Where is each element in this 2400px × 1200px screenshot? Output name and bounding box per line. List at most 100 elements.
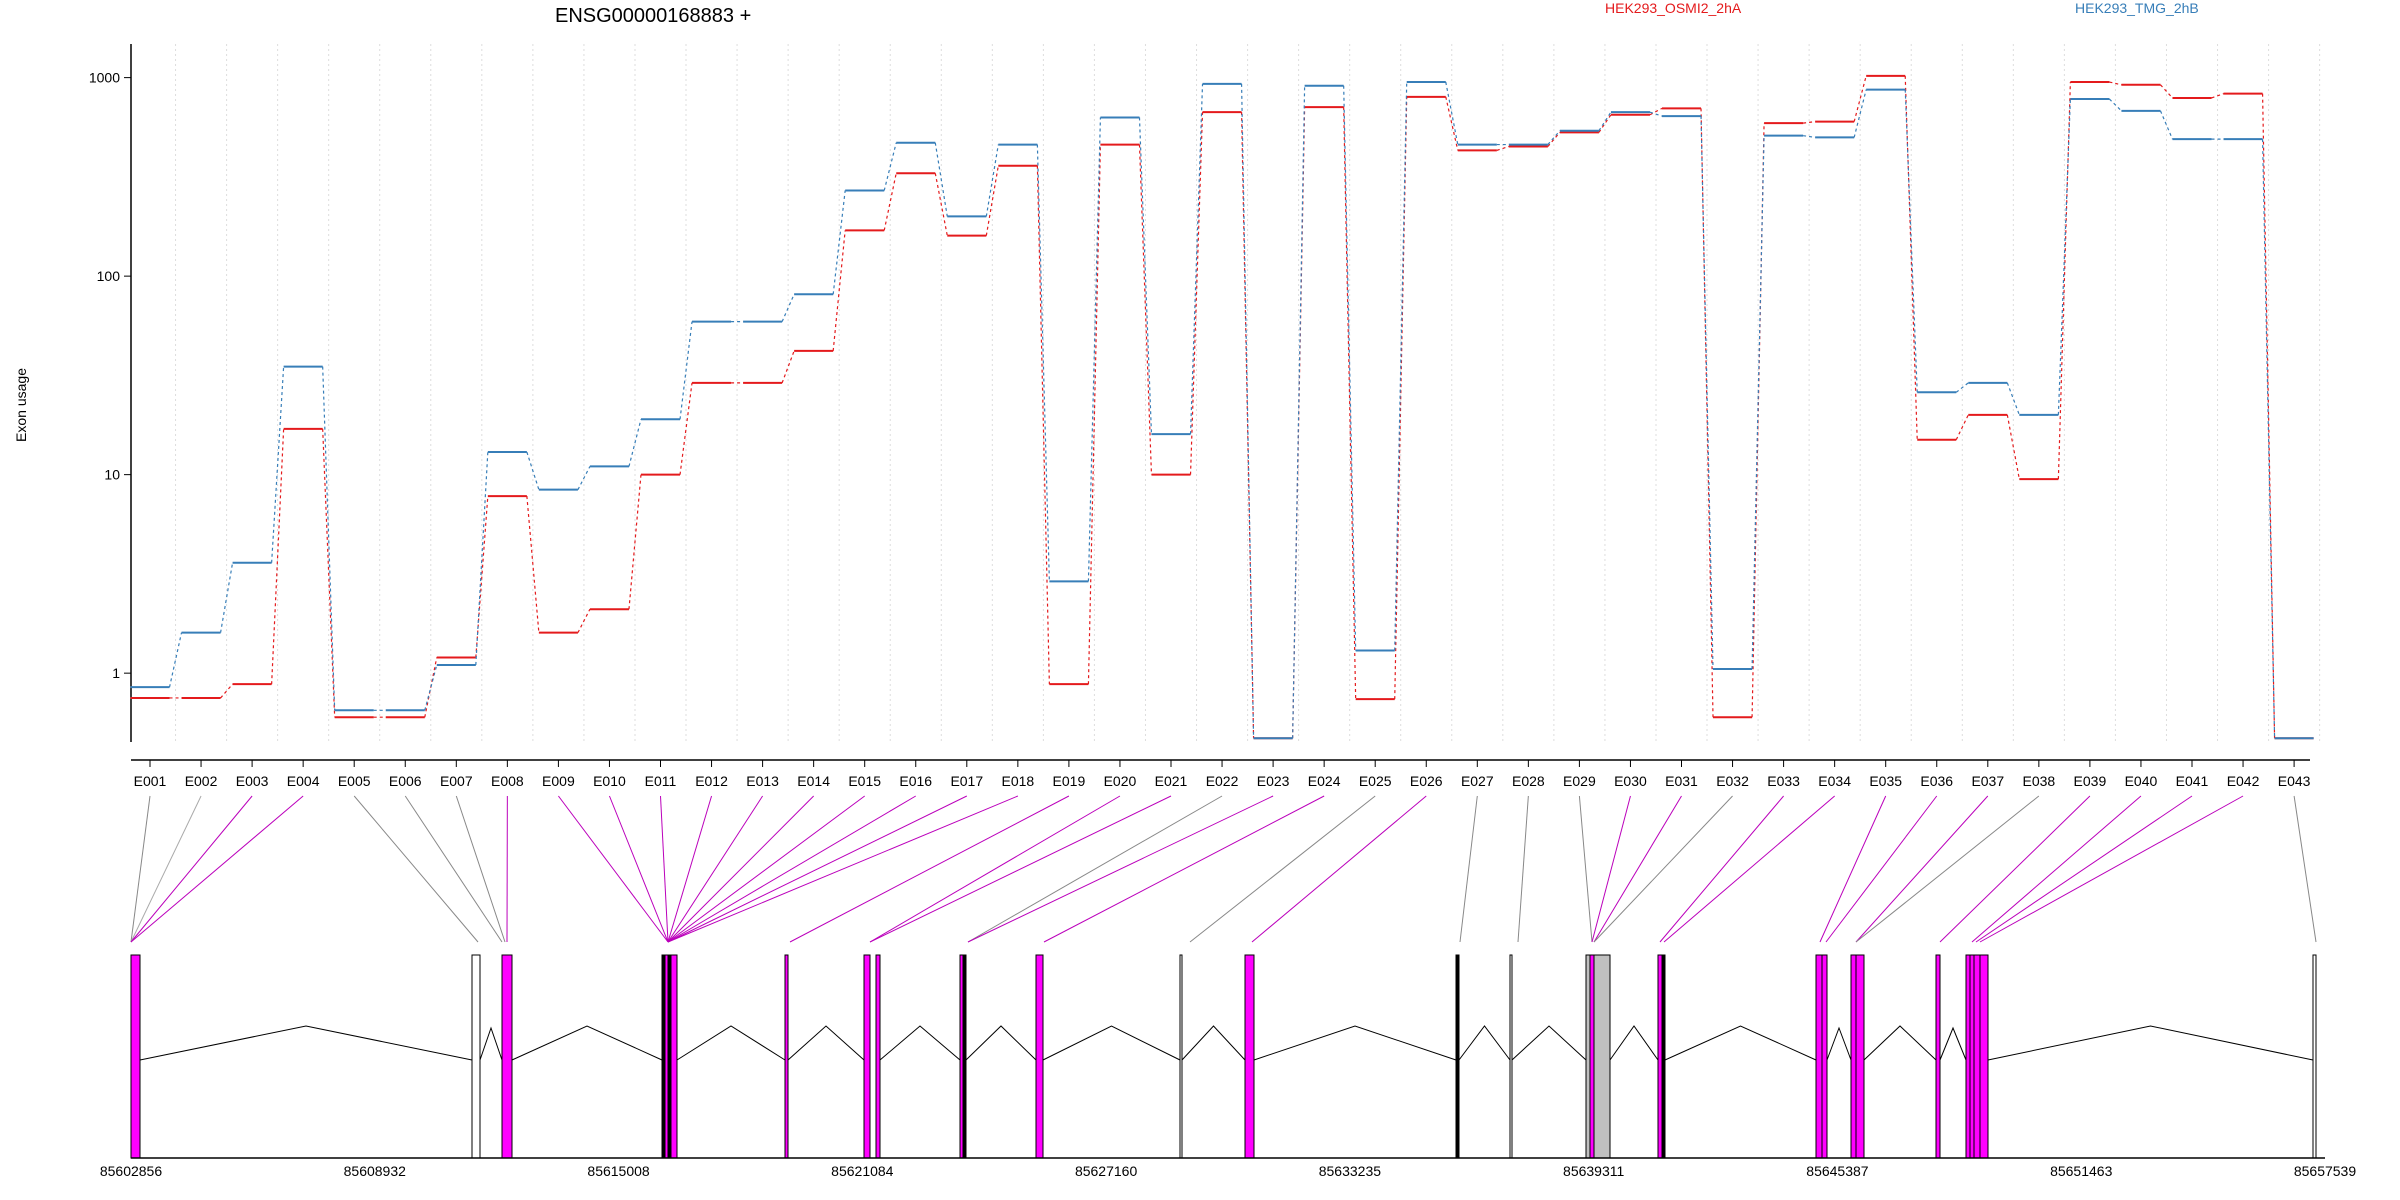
connector-line	[869, 795, 1172, 943]
connector-line	[1591, 795, 1631, 943]
x-tick-label: E035	[1869, 773, 1902, 789]
x-tick-label: E032	[1716, 773, 1749, 789]
x-tick-label: E022	[1206, 773, 1239, 789]
connector-segment	[1445, 81, 1459, 145]
x-tick-label: E033	[1767, 773, 1800, 789]
connector-line	[967, 795, 1274, 943]
connector-segment	[2057, 99, 2071, 415]
legend-series-tmg: HEK293_TMG_2hB	[2075, 0, 2199, 16]
genomic-coordinate-ticks: 85602856 85608932 85615008 85621084 85627160…	[100, 1163, 2357, 1179]
connector-segment	[1087, 117, 1102, 582]
connector-segment	[1853, 89, 1867, 138]
series-lines	[130, 74, 2314, 740]
connector-segment	[424, 657, 438, 718]
connector-line	[353, 795, 479, 943]
connector-segment	[934, 142, 948, 217]
coordinate-label: 85621084	[831, 1163, 894, 1179]
intron-line	[1939, 1026, 1967, 1061]
x-tick-label: E006	[389, 773, 422, 789]
x-tick-label: E038	[2022, 773, 2055, 789]
x-tick-label: E028	[1512, 773, 1545, 789]
x-tick-label: E017	[950, 773, 983, 789]
connector-segment	[271, 366, 285, 563]
coordinate-label: 85608932	[344, 1163, 407, 1179]
connector-segment	[1189, 112, 1204, 475]
x-tick-label: E009	[542, 773, 575, 789]
exon-box	[1035, 954, 1044, 1159]
connector-segment	[781, 294, 795, 322]
exon-box	[1965, 954, 1971, 1159]
connector-segment	[832, 190, 846, 295]
intron-line	[1609, 1025, 1659, 1061]
intron-line	[511, 1025, 663, 1061]
gene-model-track	[130, 954, 2317, 1159]
coordinate-label: 85651463	[2050, 1163, 2113, 1179]
connector-line	[1043, 795, 1325, 943]
x-tick-label: E025	[1359, 773, 1392, 789]
x-tick-label: E019	[1053, 773, 1086, 789]
connector-segment	[1803, 121, 1816, 124]
connector-segment	[1394, 96, 1408, 700]
connector-segment	[1649, 111, 1663, 117]
intron-line	[1511, 1025, 1587, 1061]
connector-line	[660, 795, 669, 943]
coordinate-label: 85615008	[587, 1163, 650, 1179]
connector-segment	[1189, 83, 1204, 435]
series-osmi2	[130, 74, 2314, 740]
connector-line	[789, 795, 1070, 943]
exon-box	[1589, 954, 1595, 1159]
intron-line	[479, 1026, 503, 1061]
intron-line	[1863, 1025, 1937, 1061]
x-tick-label: E020	[1104, 773, 1137, 789]
connector-line	[1517, 795, 1529, 943]
exon-box	[670, 954, 678, 1159]
connector-line	[869, 795, 1121, 943]
connector-segment	[1138, 144, 1153, 475]
exon-box	[1973, 954, 1981, 1159]
connector-segment	[475, 496, 489, 658]
connector-line	[455, 795, 506, 943]
connector-segment	[1036, 144, 1050, 582]
connector-line	[1855, 795, 2040, 943]
connector-segment	[1036, 165, 1050, 685]
connector-line	[558, 795, 669, 943]
coordinate-label: 85645387	[1806, 1163, 1869, 1179]
y-tick-label: 100	[97, 268, 121, 284]
connector-segment	[424, 664, 438, 711]
connector-segment	[1955, 414, 1969, 440]
connector-line	[667, 795, 764, 943]
connector-segment	[2109, 98, 2122, 112]
connector-line	[404, 795, 503, 943]
connector-line	[1578, 795, 1593, 943]
chart-title: ENSG00000168883 +	[555, 5, 751, 27]
x-tick-label: E024	[1308, 773, 1341, 789]
connector-segment	[2159, 110, 2174, 140]
connector-segment	[628, 474, 642, 610]
intron-line	[1664, 1025, 1817, 1061]
connector-line	[667, 795, 1019, 943]
x-tick-label: E015	[848, 773, 881, 789]
x-tick-label: E034	[1818, 773, 1851, 789]
x-tick-label: E001	[134, 773, 167, 789]
coordinate-label: 85602856	[100, 1163, 163, 1179]
connector-line	[1659, 795, 1784, 943]
x-tick-label: E027	[1461, 773, 1494, 789]
connector-line	[608, 795, 669, 943]
connector-line	[1663, 795, 1835, 943]
x-tick-label: E007	[440, 773, 473, 789]
x-tick-label: E043	[2278, 773, 2311, 789]
series-tmg	[130, 81, 2314, 740]
connector-segment	[1955, 382, 1969, 393]
exon-box	[130, 954, 141, 1159]
x-tick-label: E023	[1257, 773, 1290, 789]
connector-segment	[1904, 89, 1918, 393]
connector-segment	[883, 142, 897, 191]
connector-line	[967, 795, 1223, 943]
x-tick-label: E004	[287, 773, 320, 789]
x-tick-label: E016	[899, 773, 932, 789]
connector-segment	[1751, 135, 1765, 669]
intron-line	[1181, 1025, 1246, 1061]
x-tick-label: E041	[2176, 773, 2209, 789]
connector-segment	[1649, 107, 1663, 116]
exon-box	[1850, 954, 1857, 1159]
